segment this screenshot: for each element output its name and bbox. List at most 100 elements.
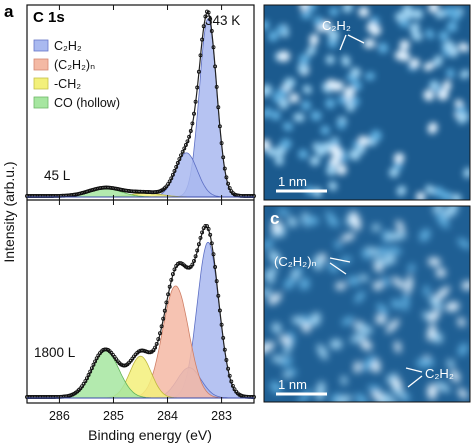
stm-feature bbox=[336, 164, 347, 176]
stm-feature bbox=[394, 341, 401, 353]
stm-feature bbox=[446, 68, 455, 79]
stm-feature bbox=[264, 239, 274, 250]
stm-feature bbox=[366, 22, 377, 33]
stm-feature bbox=[437, 89, 449, 101]
legend: C₂H₂ (C₂H₂)ₙ -CH₂ CO (hollow) bbox=[33, 39, 120, 110]
stm-feature bbox=[327, 29, 340, 41]
data-point bbox=[209, 241, 214, 246]
stm-feature bbox=[458, 42, 470, 52]
stm-feature bbox=[449, 7, 460, 17]
data-point bbox=[167, 284, 172, 289]
stm-feature bbox=[282, 371, 292, 378]
data-point bbox=[213, 64, 218, 69]
data-point bbox=[224, 175, 229, 180]
legend-label-co: CO (hollow) bbox=[54, 96, 120, 110]
stm-image-b bbox=[264, 5, 470, 200]
stm-feature bbox=[277, 208, 290, 216]
stm-feature bbox=[270, 381, 282, 394]
data-point bbox=[85, 376, 89, 381]
data-point bbox=[166, 182, 171, 187]
stm-feature bbox=[444, 40, 455, 52]
data-point bbox=[94, 356, 99, 361]
stm-feature bbox=[370, 129, 382, 142]
stm-b-frame bbox=[263, 4, 471, 201]
stm-feature bbox=[306, 5, 317, 12]
stm-feature bbox=[458, 343, 468, 356]
stm-feature bbox=[392, 276, 405, 289]
data-point bbox=[83, 379, 88, 384]
stm-feature bbox=[399, 40, 410, 51]
stm-feature bbox=[321, 141, 332, 152]
stm-feature bbox=[436, 211, 450, 229]
data-point bbox=[193, 254, 198, 259]
stm-feature bbox=[350, 332, 368, 343]
data-point bbox=[206, 227, 211, 231]
stm-feature bbox=[278, 50, 290, 62]
stm-feature bbox=[343, 86, 355, 97]
data-point bbox=[221, 335, 226, 340]
stm-feature bbox=[274, 155, 284, 166]
stm-feature bbox=[329, 7, 339, 17]
data-point bbox=[208, 17, 213, 22]
stm-feature bbox=[306, 45, 316, 56]
stm-feature bbox=[283, 77, 296, 89]
data-point bbox=[226, 181, 231, 186]
stm-feature bbox=[325, 55, 335, 65]
stm-feature bbox=[350, 211, 361, 231]
stm-feature bbox=[412, 8, 424, 20]
top-temperature: 343 K bbox=[205, 13, 240, 28]
plot-frame bbox=[26, 4, 255, 404]
data-point bbox=[226, 366, 231, 371]
stm-feature bbox=[298, 54, 310, 65]
stm-b-annotations: C₂H₂ 1 nm bbox=[276, 18, 365, 193]
y-axis-label: Intensity (arb.u.) bbox=[1, 161, 17, 262]
data-point bbox=[196, 242, 201, 247]
data-point bbox=[227, 373, 232, 378]
stm-feature bbox=[309, 156, 320, 166]
data-point bbox=[222, 347, 227, 352]
data-point bbox=[200, 37, 205, 42]
stm-feature bbox=[402, 291, 410, 312]
data-point bbox=[81, 190, 86, 195]
stm-feature bbox=[266, 147, 277, 157]
stm-feature bbox=[309, 33, 319, 46]
stm-feature bbox=[385, 232, 397, 240]
stm-feature bbox=[335, 282, 346, 290]
stm-feature bbox=[429, 81, 439, 90]
data-point bbox=[216, 293, 221, 298]
stm-feature bbox=[435, 9, 446, 19]
stm-feature bbox=[282, 121, 294, 132]
stm-feature bbox=[409, 58, 420, 69]
data-point bbox=[208, 232, 213, 237]
data-point bbox=[162, 308, 167, 313]
stm-feature bbox=[393, 152, 405, 164]
data-point bbox=[172, 169, 177, 173]
data-point bbox=[187, 134, 192, 139]
data-point bbox=[88, 188, 93, 193]
xps-plot: 286 285 284 283 bbox=[25, 4, 256, 423]
stm-c-scalebar-label: 1 nm bbox=[278, 377, 307, 392]
stm-feature bbox=[434, 286, 450, 301]
stm-feature bbox=[363, 39, 376, 49]
data-point bbox=[180, 149, 185, 154]
stm-feature bbox=[423, 285, 430, 297]
stm-feature bbox=[310, 110, 322, 121]
data-point bbox=[174, 165, 179, 169]
stm-feature bbox=[299, 277, 310, 289]
stm-feature bbox=[360, 340, 372, 351]
stm-feature bbox=[459, 112, 469, 122]
stm-c-polymer-label: (C₂H₂)ₙ bbox=[274, 254, 317, 269]
data-point bbox=[232, 387, 237, 392]
stm-feature bbox=[301, 100, 311, 111]
stm-feature bbox=[423, 89, 435, 101]
stm-feature bbox=[361, 249, 372, 260]
data-point bbox=[219, 141, 224, 146]
data-point bbox=[169, 176, 174, 181]
legend-label-ch2: -CH₂ bbox=[54, 77, 81, 91]
legend-label-c2h2: C₂H₂ bbox=[54, 39, 82, 53]
stm-feature bbox=[405, 275, 413, 294]
stm-feature bbox=[349, 95, 360, 107]
stm-feature bbox=[351, 80, 362, 92]
panel-a-label: a bbox=[4, 2, 14, 21]
stm-feature bbox=[313, 255, 323, 271]
